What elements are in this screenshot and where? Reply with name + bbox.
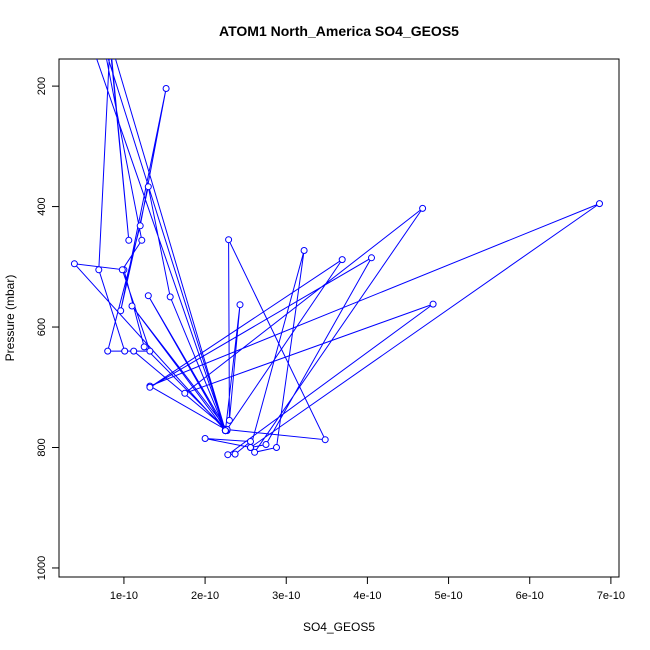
data-point: [70, 260, 78, 268]
data-point: [144, 292, 152, 300]
data-point: [181, 389, 189, 397]
y-tick-label: 600: [36, 318, 48, 336]
data-point: [118, 266, 126, 274]
chart-title: ATOM1 North_America SO4_GEOS5: [219, 23, 459, 39]
data-point: [262, 441, 270, 448]
x-tick-label: 3e-10: [272, 590, 300, 602]
data-point: [121, 347, 129, 355]
data-point: [236, 301, 244, 309]
data-point: [146, 383, 154, 391]
y-tick-label: 1000: [36, 556, 48, 580]
data-point: [138, 236, 146, 244]
x-tick-label: 6e-10: [516, 590, 544, 602]
data-point: [162, 85, 170, 92]
data-point: [221, 427, 229, 435]
x-axis: 1e-10 2e-10 3e-10 4e-10 5e-10 6e-10 7e-10: [110, 577, 625, 602]
data-point: [125, 236, 133, 244]
data-point: [128, 302, 136, 310]
data-point: [368, 254, 375, 262]
y-tick-label: 200: [36, 77, 48, 95]
x-tick-label: 4e-10: [353, 590, 381, 602]
y-axis: 200 400 600 800 1000: [36, 77, 59, 580]
data-point: [95, 266, 103, 274]
x-tick-label: 7e-10: [597, 590, 625, 602]
series-line: [73, 59, 600, 456]
data-point: [136, 222, 144, 230]
x-tick-label: 5e-10: [434, 590, 462, 602]
data-point: [251, 448, 259, 456]
data-point: [300, 247, 308, 254]
data-point: [144, 183, 152, 191]
data-point: [429, 300, 437, 308]
data-point: [146, 347, 154, 355]
data-point: [225, 416, 233, 424]
data-point: [247, 444, 254, 451]
x-axis-label: SO4_GEOS5: [303, 620, 375, 634]
data-point: [140, 343, 148, 351]
data-point: [596, 200, 603, 208]
y-tick-label: 800: [36, 438, 48, 456]
markers-group: [70, 85, 603, 459]
data-point: [273, 444, 280, 451]
data-point: [104, 347, 112, 355]
data-point: [231, 450, 239, 458]
y-tick-label: 400: [36, 197, 48, 215]
data-point: [117, 307, 125, 315]
plot-area: [73, 59, 600, 456]
data-point: [338, 256, 346, 264]
data-point: [225, 236, 233, 244]
data-point: [201, 435, 209, 442]
data-point: [321, 436, 329, 444]
data-point: [224, 451, 232, 459]
x-tick-label: 2e-10: [191, 590, 219, 602]
plot-frame: [58, 58, 620, 578]
data-point: [247, 438, 254, 445]
data-point: [130, 347, 138, 355]
data-point: [166, 293, 174, 301]
x-tick-label: 1e-10: [110, 590, 138, 602]
data-point: [419, 204, 427, 212]
y-axis-label: Pressure (mbar): [3, 275, 17, 362]
